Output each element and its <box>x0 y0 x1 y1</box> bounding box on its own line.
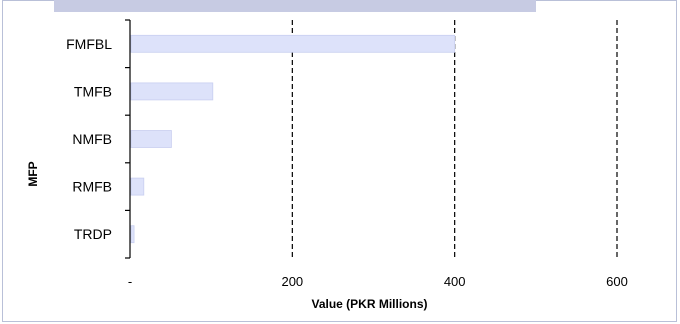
x-axis-title: Value (PKR Millions) <box>311 297 427 311</box>
bar-rmfb <box>130 177 145 196</box>
bar-fmfbl <box>130 34 456 53</box>
title-banner <box>54 0 536 12</box>
gridlines <box>291 20 618 258</box>
x-tick-label: 200 <box>281 274 303 289</box>
category-labels: FMFBL TMFB NMFB RMFB TRDP <box>66 36 112 242</box>
category-label: TRDP <box>74 226 112 242</box>
bar-tmfb <box>130 82 214 101</box>
category-label: NMFB <box>72 131 112 147</box>
x-tick-labels: - 200 400 600 <box>128 274 628 289</box>
category-label: FMFBL <box>66 36 112 52</box>
x-tick-label: 600 <box>606 274 628 289</box>
x-tick-label: 400 <box>444 274 466 289</box>
category-label: TMFB <box>74 83 112 99</box>
bar-trdp <box>130 225 135 244</box>
bars <box>130 34 456 244</box>
category-label: RMFB <box>72 179 112 195</box>
y-axis-title: MFP <box>26 161 40 186</box>
bar-nmfb <box>130 130 172 148</box>
axes <box>125 19 131 259</box>
x-tick-label: - <box>128 274 132 289</box>
